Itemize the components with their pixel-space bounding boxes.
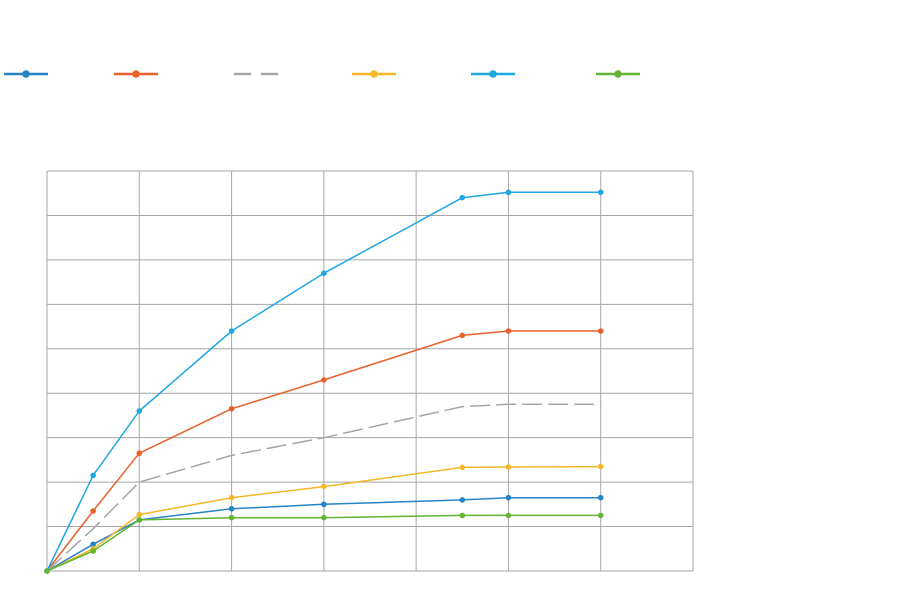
data-point [90,548,96,554]
legend-swatch-marker [489,70,497,78]
grid [46,170,694,572]
data-point [136,408,143,414]
series-line [46,496,601,572]
data-point [228,328,235,334]
data-point [228,494,235,501]
data-point [597,494,604,501]
plot-area [44,189,604,574]
data-point [505,189,512,196]
data-point [136,450,143,457]
data-point [505,494,512,501]
data-point [459,512,466,519]
data-point [321,377,327,383]
data-point [505,464,512,470]
data-point [321,514,327,521]
data-point [459,497,466,503]
data-point [597,512,604,519]
legend-swatch-marker [22,70,30,78]
data-point [459,464,466,471]
data-point [44,568,50,574]
data-point [136,511,143,518]
series-line [46,403,601,572]
series-line [46,514,601,572]
series-6 [44,512,604,574]
data-point [505,328,512,334]
data-point [228,505,235,512]
legend-swatch-marker [614,70,622,78]
series-line [46,330,601,572]
series-line [46,191,601,572]
series-5 [44,189,604,574]
data-point [505,512,512,519]
legend-entry-6 [596,70,640,78]
series-2 [44,328,604,574]
data-point [597,328,604,334]
legend [4,70,640,78]
data-point [321,483,327,490]
series-line [46,465,601,572]
legend-entry-4 [352,70,396,78]
legend-entry-5 [471,70,515,78]
data-point [228,405,235,412]
data-point [90,508,96,514]
data-point [136,517,143,523]
data-point [90,541,96,548]
data-point [321,501,327,508]
data-point [228,514,235,521]
data-point [597,189,604,196]
data-point [321,270,327,277]
data-point [597,463,604,470]
data-point [90,472,96,479]
legend-entry-1 [4,70,48,78]
series-3 [46,403,601,572]
legend-swatch-marker [132,70,140,78]
series-4 [44,463,604,574]
data-point [459,194,466,201]
data-point [459,332,466,339]
legend-swatch-marker [370,70,378,78]
legend-entry-2 [114,70,158,78]
